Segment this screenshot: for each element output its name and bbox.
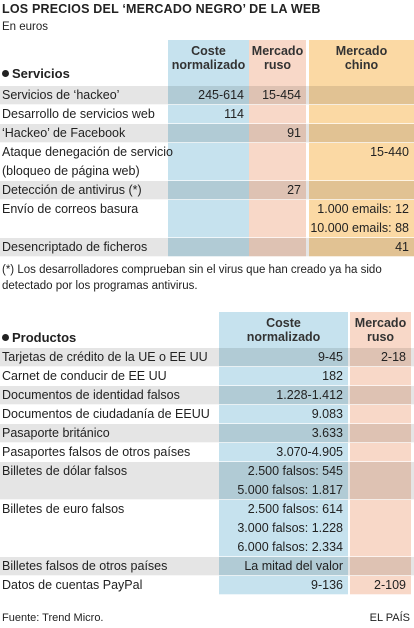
- row-band: [0, 348, 414, 367]
- row-label: Carnet de conducir de EE UU: [2, 369, 167, 383]
- column-bg: [309, 40, 414, 257]
- cell-value: 9.083: [311, 407, 343, 421]
- row-divider: [0, 237, 414, 238]
- row-label: Desencriptado de ficheros: [2, 240, 148, 254]
- column-bg: [350, 312, 411, 595]
- row-divider: [0, 199, 414, 200]
- cell-value: 41: [395, 240, 409, 254]
- column-header: normalizado: [171, 58, 246, 72]
- row-band: [0, 238, 414, 257]
- row-divider: [0, 385, 414, 386]
- row-divider: [0, 423, 414, 424]
- row-divider: [0, 104, 414, 105]
- row-divider: [0, 594, 414, 595]
- row-divider: [0, 180, 414, 181]
- row-band: [0, 462, 414, 500]
- cell-value: 9-136: [311, 578, 343, 592]
- row-label: Billetes de dólar falsos: [2, 464, 128, 478]
- row-divider: [0, 404, 414, 405]
- cell-value: 27: [287, 183, 301, 197]
- cell-value: 10.000 emails: 88: [310, 221, 409, 235]
- row-label: Envío de correos basura: [2, 202, 139, 216]
- bullet: [2, 70, 9, 77]
- row-divider: [0, 461, 414, 462]
- source: Fuente: Trend Micro.: [2, 612, 104, 624]
- row-label: ‘Hackeo’ de Facebook: [2, 126, 126, 140]
- cell-value: 3.633: [311, 426, 343, 440]
- column-bg: [249, 40, 306, 257]
- column-header: normalizado: [246, 330, 321, 344]
- cell-value: 91: [287, 126, 301, 140]
- row-band: [0, 86, 414, 105]
- cell-value: 2-18: [380, 350, 406, 364]
- cell-value: 2.500 falsos: 614: [247, 502, 343, 516]
- title: LOS PRECIOS DEL ‘MERCADO NEGRO’ DE LA WE…: [2, 2, 321, 16]
- row-label: Tarjetas de crédito de la UE o EE UU: [2, 350, 208, 364]
- cell-value: 114: [224, 107, 244, 121]
- cell-value: 3.070-4.905: [276, 445, 343, 459]
- row-divider: [0, 256, 414, 257]
- cell-value: 182: [322, 369, 343, 383]
- subtitle: En euros: [2, 21, 49, 33]
- row-label: Datos de cuentas PayPal: [2, 578, 143, 592]
- row-label: Detección de antivirus (*): [2, 183, 142, 197]
- column-header: Coste: [191, 44, 226, 58]
- row-band: [0, 424, 414, 443]
- row-label: Pasaportes falsos de otros países: [2, 445, 191, 459]
- row-band: [0, 557, 414, 576]
- row-band: [0, 124, 414, 143]
- column-header: Coste: [266, 316, 301, 330]
- row-divider: [0, 142, 414, 143]
- footnote: (*) Los desarrolladores comprueban sin e…: [2, 264, 382, 292]
- row-label: (bloqueo de página web): [2, 164, 140, 178]
- row-band: [0, 386, 414, 405]
- row-label: Desarrollo de servicios web: [2, 107, 155, 121]
- cell-value: 5.000 falsos: 1.817: [237, 483, 343, 497]
- cell-value: 15-454: [262, 88, 301, 102]
- cell-value: 3.000 falsos: 1.228: [237, 521, 343, 535]
- row-label: Billetes falsos de otros países: [2, 559, 168, 573]
- brand: EL PAÍS: [369, 612, 410, 624]
- cell-value: 2.500 falsos: 545: [247, 464, 343, 478]
- row-label: Documentos de ciudadanía de EEUU: [2, 407, 210, 421]
- row-divider: [0, 556, 414, 557]
- cell-value: La mitad del valor: [244, 559, 343, 573]
- cell-value: 2-109: [374, 578, 406, 592]
- row-divider: [0, 575, 414, 576]
- column-header: chino: [344, 58, 379, 72]
- column-bg: [168, 40, 249, 257]
- bullet: [2, 334, 9, 341]
- cell-value: 15-440: [370, 145, 409, 159]
- cell-value: 1.000 emails: 12: [317, 202, 409, 216]
- cell-value: 245-614: [198, 88, 244, 102]
- column-header: ruso: [366, 330, 395, 344]
- row-label: Ataque denegación de servicio: [2, 145, 173, 159]
- row-label: Documentos de identidad falsos: [2, 388, 180, 402]
- column-bg: [219, 312, 348, 595]
- row-divider: [0, 123, 414, 124]
- row-band: [0, 181, 414, 200]
- section-heading: Servicios: [12, 66, 70, 81]
- section-heading: Productos: [12, 330, 77, 345]
- cell-value: 1.228-1.412: [276, 388, 343, 402]
- row-divider: [0, 442, 414, 443]
- row-divider: [0, 499, 414, 500]
- column-header: ruso: [263, 58, 292, 72]
- column-header: Mercado: [251, 44, 304, 58]
- row-label: Servicios de ‘hackeo’: [2, 88, 120, 102]
- row-divider: [0, 366, 414, 367]
- row-label: Billetes de euro falsos: [2, 502, 125, 516]
- row-label: Pasaporte británico: [2, 426, 110, 440]
- cell-value: 6.000 falsos: 2.334: [237, 540, 343, 554]
- cell-value: 9-45: [317, 350, 343, 364]
- column-header: Mercado: [354, 316, 407, 330]
- column-header: Mercado: [335, 44, 388, 58]
